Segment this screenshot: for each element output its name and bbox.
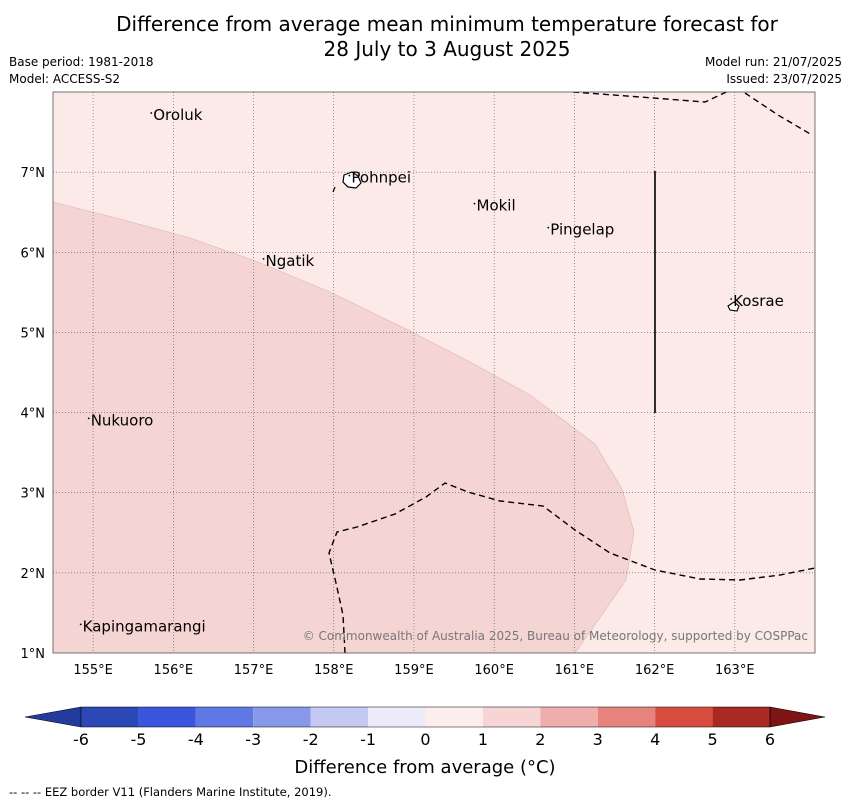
colorbar-tick-label: 1 bbox=[478, 730, 488, 749]
colorbar-segment bbox=[138, 707, 196, 727]
colorbar-tick-label: 4 bbox=[650, 730, 660, 749]
place-marker bbox=[473, 202, 476, 205]
place-label: Pingelap bbox=[550, 221, 614, 239]
eez-border-pohnpei bbox=[332, 186, 336, 193]
place-marker bbox=[730, 298, 733, 300]
colorbar-label: Difference from average (°C) bbox=[294, 757, 556, 778]
eez-border-south bbox=[328, 482, 815, 653]
lon-tick-label: 161°E bbox=[555, 663, 595, 678]
place-marker bbox=[547, 226, 550, 229]
place-marker bbox=[87, 417, 90, 420]
lat-tick-label: 4°N bbox=[21, 407, 46, 422]
colorbar-tick-label: -3 bbox=[245, 730, 261, 749]
place-marker bbox=[79, 623, 82, 626]
place-label: Nukuoro bbox=[91, 411, 154, 429]
colorbar-frame bbox=[80, 706, 771, 728]
colorbar-segment bbox=[368, 707, 426, 727]
colorbar-segment bbox=[425, 707, 483, 727]
lon-tick-label: 159°E bbox=[394, 663, 434, 678]
colorbar-tick-label: 2 bbox=[535, 730, 545, 749]
colorbar-min-extend bbox=[24, 706, 82, 728]
title-line-1: Difference from average mean minimum tem… bbox=[116, 12, 778, 36]
lat-tick-label: 7°N bbox=[21, 166, 46, 181]
graticule bbox=[53, 92, 815, 653]
place-marker bbox=[348, 174, 351, 177]
colorbar-segment bbox=[195, 707, 254, 727]
lon-tick-label: 157°E bbox=[234, 663, 274, 678]
colorbar-tick-label: -2 bbox=[303, 730, 319, 749]
colorbar-segment bbox=[310, 707, 369, 727]
colorbar-tick-label: 5 bbox=[707, 730, 717, 749]
copyright-text: © Commonwealth of Australia 2025, Bureau… bbox=[303, 629, 808, 643]
lon-tick-label: 156°E bbox=[154, 663, 194, 678]
colorbar-tick-label: 3 bbox=[593, 730, 603, 749]
model-run-text: Model run: 21/07/2025 bbox=[704, 55, 842, 69]
kosrae-island bbox=[727, 301, 740, 312]
anomaly-region-1-2c bbox=[53, 201, 635, 653]
lon-tick-label: 158°E bbox=[314, 663, 354, 678]
colorbar-tick-label: 0 bbox=[420, 730, 430, 749]
lon-tick-label: 162°E bbox=[635, 663, 675, 678]
place-label: Mokil bbox=[477, 197, 516, 215]
axis-tick-labels: 155°E 156°E 157°E 158°E 159°E 160°E 161°E 162°E… bbox=[21, 166, 755, 678]
colorbar-segment bbox=[81, 707, 139, 727]
place-label: Ngatik bbox=[266, 252, 315, 270]
title-line-2: 28 July to 3 August 2025 bbox=[323, 37, 571, 61]
lon-tick-label: 160°E bbox=[474, 663, 514, 678]
colorbar-tick-label: -4 bbox=[188, 730, 204, 749]
place-label: Oroluk bbox=[153, 106, 202, 124]
colorbar-segment bbox=[482, 707, 541, 727]
model-text: Model: ACCESS-S2 bbox=[9, 72, 121, 86]
place-labels: Oroluk Pohnpei Mokil Pingelap Ngatik Kosrae Nu… bbox=[79, 106, 784, 635]
place-marker bbox=[262, 258, 265, 260]
colorbar-tick-label: -1 bbox=[360, 730, 376, 749]
lon-tick-label: 155°E bbox=[73, 663, 113, 678]
colorbar-segment bbox=[712, 707, 770, 727]
place-label: Kapingamarangi bbox=[83, 617, 206, 635]
lat-tick-label: 3°N bbox=[21, 487, 46, 502]
colorbar-max-extend bbox=[769, 706, 826, 728]
colorbar: -6 -5 -4 -3 -2 -1 0 1 2 3 4 5 6 bbox=[24, 706, 826, 749]
colorbar-segment bbox=[597, 707, 656, 727]
lat-tick-label: 1°N bbox=[21, 647, 46, 662]
map-frame bbox=[52, 91, 816, 654]
place-marker bbox=[150, 112, 153, 114]
colorbar-segment bbox=[253, 707, 311, 727]
meta-left: Base period: 1981-2018 Model: ACCESS-S2 bbox=[9, 54, 154, 88]
place-label: Kosrae bbox=[733, 292, 784, 310]
footnote: -- -- -- EEZ border V11 (Flanders Marine… bbox=[9, 785, 332, 799]
lat-tick-label: 5°N bbox=[21, 326, 46, 341]
colorbar-tick-label: -5 bbox=[130, 730, 146, 749]
lat-tick-label: 2°N bbox=[21, 567, 46, 582]
eez-border-north bbox=[572, 92, 813, 136]
lon-tick-label: 163°E bbox=[715, 663, 755, 678]
pohnpei-island bbox=[342, 171, 362, 189]
lat-tick-label: 6°N bbox=[21, 246, 46, 261]
colorbar-segment bbox=[655, 707, 713, 727]
base-period-text: Base period: 1981-2018 bbox=[9, 55, 154, 69]
meta-right: Model run: 21/07/2025 Issued: 23/07/2025 bbox=[705, 54, 842, 88]
chart-title: Difference from average mean minimum tem… bbox=[0, 12, 850, 62]
place-label: Pohnpei bbox=[351, 169, 411, 187]
colorbar-tick-label: 6 bbox=[765, 730, 775, 749]
colorbar-segment bbox=[540, 707, 598, 727]
colorbar-tick-label: -6 bbox=[73, 730, 89, 749]
issued-text: Issued: 23/07/2025 bbox=[726, 72, 842, 86]
